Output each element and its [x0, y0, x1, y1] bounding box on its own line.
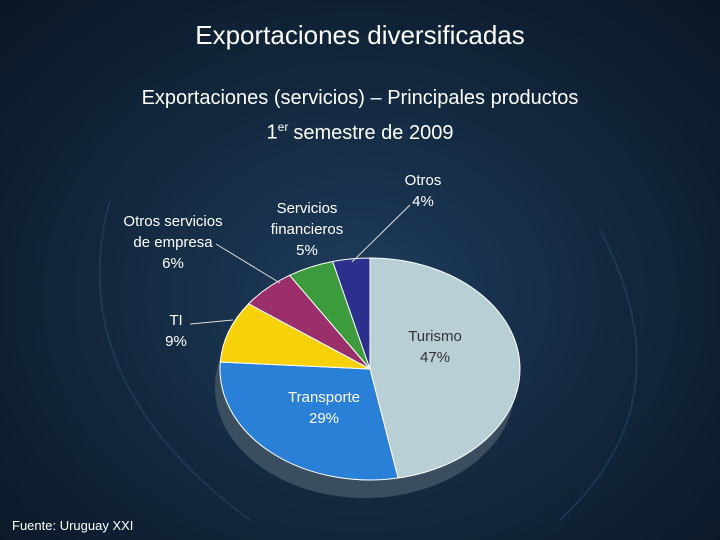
category-label: Otros servicios de empresa: [123, 213, 223, 251]
period-number: 1: [266, 121, 278, 144]
chart-title: Exportaciones diversificadas: [195, 20, 525, 50]
pie-slice: [332, 257, 371, 370]
value-label: 5%: [296, 242, 318, 259]
leader-line: [351, 204, 411, 263]
slice-label: Servicios financieros 5%: [257, 198, 357, 261]
slice-label: Otros servicios de empresa 6%: [123, 211, 223, 274]
period-text: semestre de 2009: [293, 121, 454, 144]
period-suffix: er: [277, 120, 289, 134]
category-label: TI: [169, 312, 183, 329]
slice-label: Transporte 29%: [264, 387, 384, 429]
category-label: Turismo: [408, 328, 462, 345]
pie-slice: [219, 361, 399, 481]
category-label: Otros: [404, 172, 442, 189]
value-label: 6%: [162, 255, 184, 272]
value-label: 47%: [419, 349, 451, 366]
value-label: 9%: [165, 333, 187, 350]
decor: [559, 229, 638, 521]
slice-label: Otros 4%: [393, 170, 453, 212]
pie-slice: [369, 257, 521, 479]
decor: [98, 199, 251, 521]
category-label: Transporte: [288, 389, 360, 406]
pie-slice: [219, 303, 371, 370]
value-label: 29%: [308, 410, 340, 427]
period: 1er semestre de 2009: [0, 113, 720, 148]
slice-label: TI 9%: [146, 310, 206, 352]
subtitle: Exportaciones (servicios) – Principales …: [141, 87, 579, 109]
category-label: Servicios financieros: [270, 200, 344, 238]
leader-line: [215, 243, 281, 284]
slice-label: Turismo 47%: [375, 326, 495, 368]
subtitle-block: Exportaciones (servicios) – Principales …: [0, 84, 720, 148]
source: Fuente: Uruguay XXI: [12, 518, 134, 533]
leader-line: [189, 319, 234, 325]
value-label: 4%: [412, 193, 434, 210]
